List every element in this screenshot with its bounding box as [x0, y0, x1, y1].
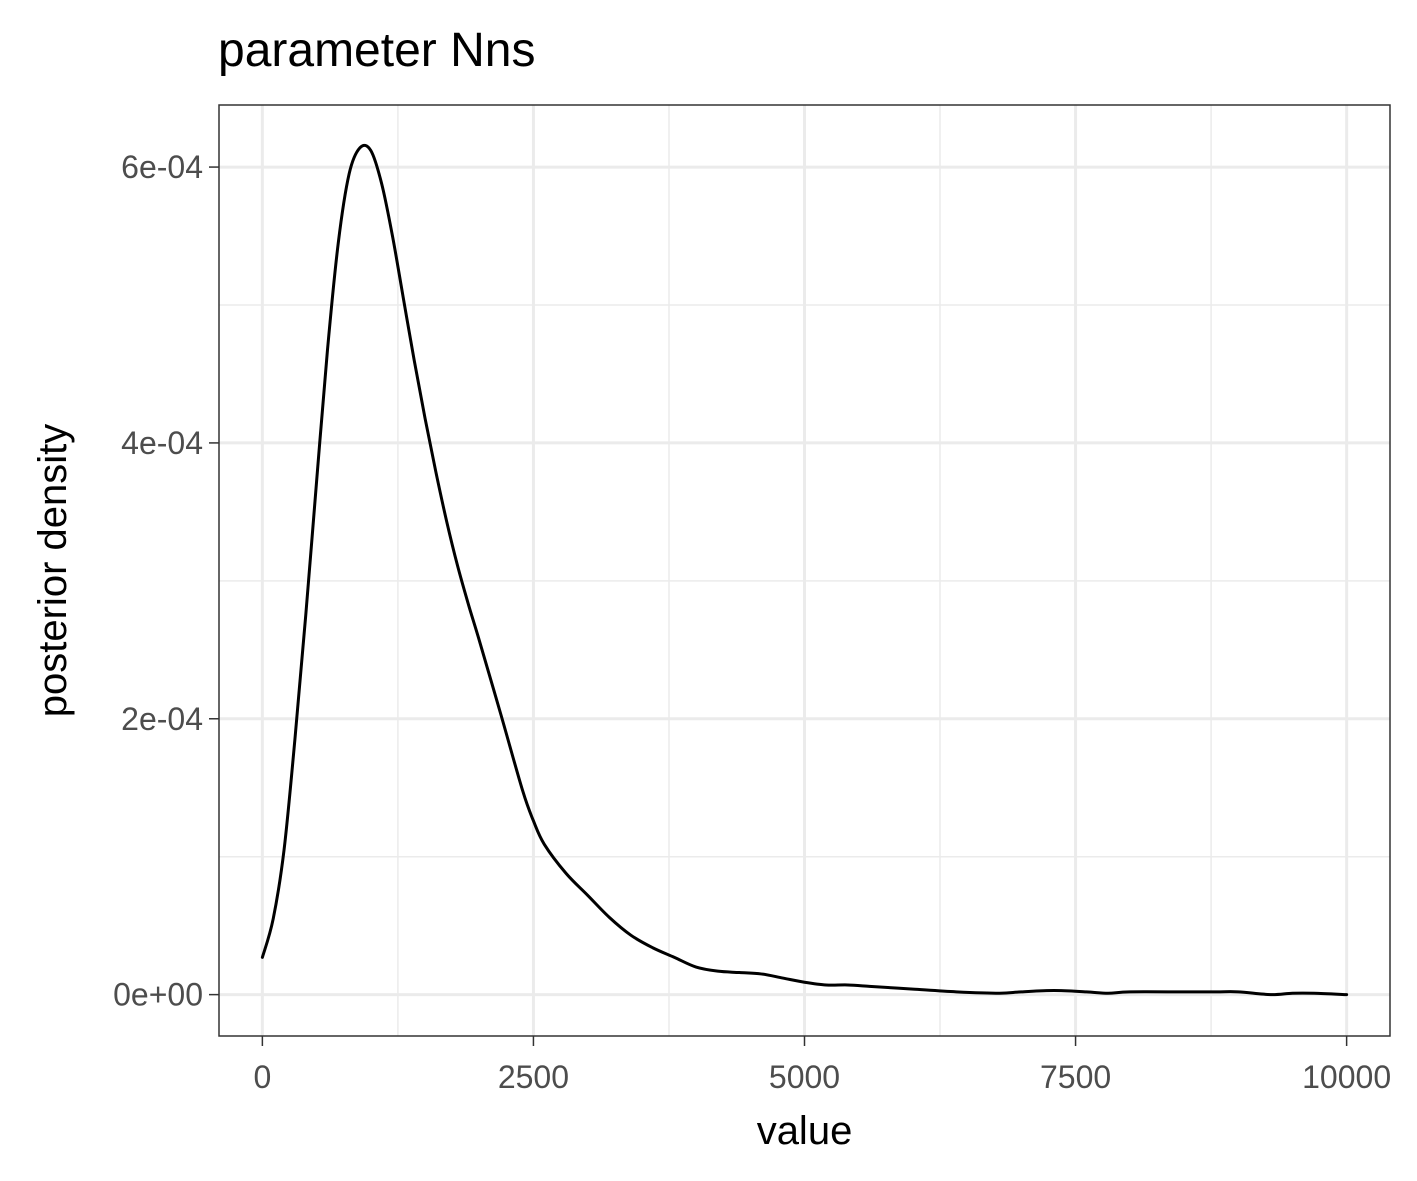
density-curve [260, 143, 1349, 997]
chart-title: parameter Nns [218, 24, 535, 77]
y-tick-label: 4e-04 [121, 425, 203, 461]
y-tick-label: 6e-04 [121, 149, 203, 185]
x-tick-label: 0 [253, 1059, 271, 1095]
y-tick-label: 2e-04 [121, 701, 203, 737]
x-tick-label: 7500 [1040, 1059, 1111, 1095]
x-axis: 0 2500 5000 7500 10000 [253, 1036, 1391, 1095]
x-axis-title: value [757, 1109, 853, 1153]
y-axis-title: posterior density [31, 424, 75, 717]
y-axis: 0e+00 2e-04 4e-04 6e-04 [113, 149, 219, 1013]
x-tick-label: 10000 [1302, 1059, 1391, 1095]
y-tick-label: 0e+00 [113, 977, 203, 1013]
x-tick-label: 5000 [769, 1059, 840, 1095]
x-tick-label: 2500 [498, 1059, 569, 1095]
major-grid [219, 105, 1390, 1036]
